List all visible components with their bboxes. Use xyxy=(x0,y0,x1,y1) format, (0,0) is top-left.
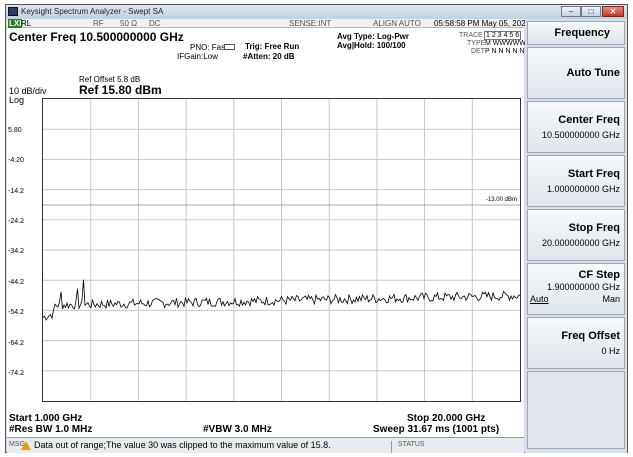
message-text: Data out of range;The value 30 was clipp… xyxy=(34,440,331,450)
rf-label: RF xyxy=(93,19,104,28)
message-bar: MSG Data out of range;The value 30 was c… xyxy=(7,437,524,453)
start-freq-label: Start 1.000 GHz xyxy=(9,413,83,424)
trace-1 xyxy=(43,279,520,321)
minimize-button[interactable]: – xyxy=(561,6,581,17)
warning-icon xyxy=(21,441,31,450)
type-label: TYPE xyxy=(467,40,486,47)
y-tick: 5.80 xyxy=(8,127,22,134)
stop-freq-label: Stop 20.000 GHz xyxy=(407,413,486,424)
y-tick: -34.2 xyxy=(8,248,24,255)
type-values: M WWWWW xyxy=(485,40,526,47)
softkey-panel: Frequency Auto Tune Center Freq 10.500000… xyxy=(525,19,627,453)
det-label: DET xyxy=(471,48,485,55)
start-freq-key[interactable]: Start Freq 1.000000000 GHz xyxy=(527,155,625,207)
spectrum-plot xyxy=(43,99,520,401)
close-button[interactable]: ✕ xyxy=(602,6,624,17)
atten-label: #Atten: 20 dB xyxy=(243,52,295,61)
det-values: P N N N N N xyxy=(485,48,525,55)
maximize-button[interactable]: □ xyxy=(581,6,601,17)
y-tick: -4.20 xyxy=(8,157,24,164)
center-freq-key[interactable]: Center Freq 10.500000000 GHz xyxy=(527,101,625,153)
align-label: ALIGN AUTO xyxy=(373,19,421,28)
coupling-label: DC xyxy=(149,19,161,28)
y-tick: -24.2 xyxy=(8,218,24,225)
title-bar: Keysight Spectrum Analyzer - Swept SA – … xyxy=(6,5,627,19)
status-label: STATUS xyxy=(391,441,425,453)
scale-label: 10 dB/div xyxy=(9,86,47,96)
app-icon xyxy=(8,7,18,16)
auto-tune-key[interactable]: Auto Tune xyxy=(527,47,625,99)
y-tick: -14.2 xyxy=(8,188,24,195)
sweep-label: Sweep 31.67 ms (1001 pts) xyxy=(373,424,500,435)
measurement-screen: LXI RL RF 50 Ω DC SENSE:INT ALIGN AUTO 0… xyxy=(7,19,530,453)
avg-hold-label: Avg|Hold: 100/100 xyxy=(337,41,406,50)
trig-label: Trig: Free Run xyxy=(245,42,300,51)
spectrum-graticule[interactable]: -13.00 dBm xyxy=(42,98,521,402)
menu-title: Frequency xyxy=(527,21,625,45)
trigger-icon xyxy=(224,44,235,50)
rl-label: RL xyxy=(21,19,32,28)
trace-label: TRACE xyxy=(459,32,483,39)
impedance-label: 50 Ω xyxy=(120,19,138,28)
center-freq-readout: Center Freq 10.500000000 GHz xyxy=(9,30,184,44)
man-option: Man xyxy=(602,294,620,304)
stop-freq-key[interactable]: Stop Freq 20.000000000 GHz xyxy=(527,209,625,261)
vbw-label: #VBW 3.0 MHz xyxy=(203,424,272,435)
y-tick: -64.2 xyxy=(8,340,24,347)
analyzer-window: Keysight Spectrum Analyzer - Swept SA – … xyxy=(5,4,628,453)
log-label: Log xyxy=(9,95,25,105)
msg-label: MSG xyxy=(9,441,25,448)
ifgain-label: IFGain:Low xyxy=(177,52,218,61)
pno-label: PNO: Fast xyxy=(190,43,228,52)
trace-values: 1 2 3 4 5 6 xyxy=(484,31,522,40)
avg-type-label: Avg Type: Log-Pwr xyxy=(337,32,409,41)
ref-offset-label: Ref Offset 5.8 dB xyxy=(79,75,141,84)
window-title: Keysight Spectrum Analyzer - Swept SA xyxy=(21,7,164,16)
datetime-label: 05:58:58 PM May 05, 2023 xyxy=(434,19,531,28)
sense-label: SENSE:INT xyxy=(289,19,332,28)
cf-step-key[interactable]: CF Step 1.900000000 GHz Auto Man xyxy=(527,263,625,315)
lxi-badge: LXI xyxy=(8,19,23,28)
y-tick: -74.2 xyxy=(8,370,24,377)
grid-lines xyxy=(43,99,520,401)
rbw-label: #Res BW 1.0 MHz xyxy=(9,424,93,435)
limit-label: -13.00 dBm xyxy=(485,197,517,203)
y-tick: -44.2 xyxy=(8,279,24,286)
status-row xyxy=(7,19,524,28)
freq-offset-key[interactable]: Freq Offset 0 Hz xyxy=(527,317,625,369)
auto-option: Auto xyxy=(530,294,549,304)
y-tick: -54.2 xyxy=(8,309,24,316)
ref-level-label: Ref 15.80 dBm xyxy=(79,83,162,97)
empty-key[interactable] xyxy=(527,371,625,449)
